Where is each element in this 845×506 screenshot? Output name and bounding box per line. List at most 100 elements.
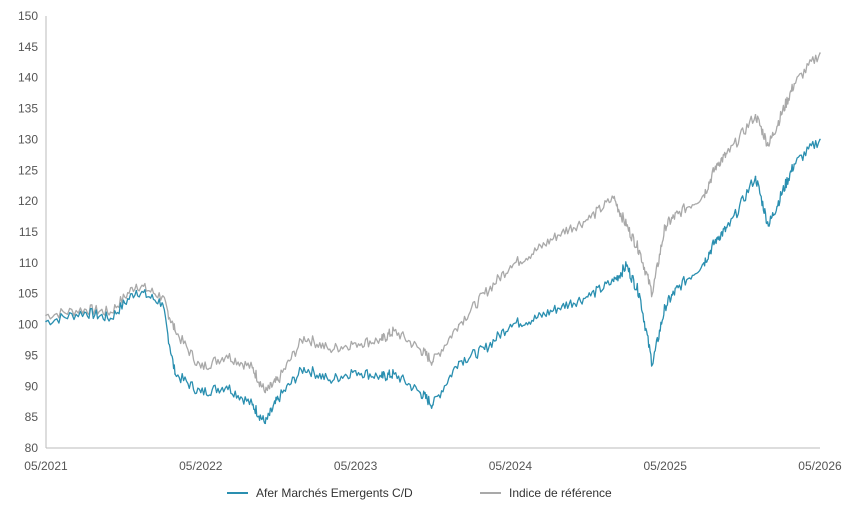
series-benchmark-point [651,292,654,295]
series-fund-point [664,305,666,307]
x-tick-label: 05/2023 [334,459,378,473]
series-fund-point [45,320,47,323]
series-fund-point [432,404,434,406]
series-benchmark-point [109,311,112,314]
series-fund-point [561,305,563,307]
series-benchmark-point [83,308,86,310]
series-benchmark-point [419,348,421,351]
series-benchmark-point [458,323,460,326]
y-tick-label: 115 [19,225,38,239]
y-tick-label: 95 [25,348,39,362]
series-benchmark-point [793,83,795,85]
series-fund-point [174,373,176,375]
series-benchmark-point [780,113,783,116]
series-benchmark-point [174,329,176,332]
series-benchmark-point [277,379,280,381]
series-benchmark-point [483,292,486,295]
y-tick-label: 125 [18,163,38,177]
series-fund-point [651,363,654,366]
legend-label-benchmark: Indice de référence [509,486,612,500]
series-fund-point [419,391,421,394]
series-benchmark-point [767,144,770,147]
series-benchmark-point [703,194,705,196]
y-tick-label: 140 [18,71,38,85]
series-fund-point [303,366,305,369]
series-fund-point [728,225,731,227]
series-benchmark-point [561,231,563,233]
series-fund-point [329,379,331,381]
series-fund-point [625,265,628,267]
series-benchmark-point [728,150,731,153]
series-benchmark-point [380,339,383,341]
y-tick-label: 100 [18,318,38,332]
series-benchmark-point [264,391,267,394]
x-tick-label: 05/2024 [489,459,533,473]
y-axis-ticks: 80 85 90 95 100 105 110 115 120 125 130 135 140 145 15… [18,9,38,455]
series-benchmark-point [754,113,757,116]
series-benchmark-point [432,360,434,363]
series-benchmark-point [664,225,666,227]
y-tick-label: 145 [18,40,38,54]
series-benchmark-point [225,354,228,357]
series-fund-line [45,139,821,424]
series-fund-point [458,360,460,363]
y-tick-label: 90 [25,379,39,393]
series-fund-point [83,311,86,314]
series-benchmark-point [509,265,512,267]
series-fund-point [612,280,615,283]
series-benchmark-point [638,249,641,252]
series-fund-point [225,385,228,388]
series-fund-point [767,225,770,227]
series-fund-point [677,286,679,289]
series-benchmark-point [625,225,628,227]
series-fund-point [277,397,280,400]
series-benchmark-point [535,249,537,252]
y-tick-label: 130 [18,132,38,146]
series-benchmark-line [45,52,821,394]
series-fund-point [716,237,718,239]
x-axis-ticks: 05/2021 05/2022 05/2023 05/2024 05/2025 05/20… [24,459,842,473]
series-fund-point [509,323,512,326]
y-tick-label: 120 [18,194,38,208]
series-fund-point [251,404,254,406]
series-benchmark-point [677,212,679,215]
series-fund-point [380,376,383,378]
y-tick-label: 80 [25,441,39,455]
series-layer [45,52,821,425]
series-fund-point [703,262,705,264]
series-benchmark-point [161,296,163,298]
x-tick-label: 05/2021 [24,459,68,473]
x-tick-label: 05/2026 [798,459,842,473]
series-fund-point [754,175,757,178]
series-benchmark-point [200,366,202,369]
series-fund-point [483,348,486,351]
series-fund-point [264,422,267,425]
x-tick-label: 05/2022 [179,459,223,473]
series-fund-point [535,317,537,320]
series-fund-point [638,292,641,295]
y-tick-label: 135 [18,102,38,116]
series-benchmark-point [716,163,718,165]
series-fund-point [354,370,357,372]
series-fund-point [135,289,138,292]
y-tick-label: 105 [18,287,38,301]
series-benchmark-point [612,197,615,199]
series-fund-point [109,317,112,320]
y-tick-label: 150 [18,9,38,23]
series-benchmark-point [819,52,821,54]
y-tick-label: 110 [19,256,38,270]
series-fund-point [393,373,396,375]
series-benchmark-point [251,366,254,369]
series-benchmark-point [303,336,305,338]
series-benchmark-point [587,218,589,221]
legend: Afer Marchés Emergents C/D Indice de réf… [227,486,612,500]
legend-label-fund: Afer Marchés Emergents C/D [256,486,413,500]
series-benchmark-point [354,342,357,344]
y-tick-label: 85 [25,410,39,424]
series-benchmark-point [393,329,396,332]
series-fund-point [819,138,821,141]
series-benchmark-point [135,283,138,286]
series-benchmark-point [45,314,47,317]
series-fund-point [200,391,202,394]
